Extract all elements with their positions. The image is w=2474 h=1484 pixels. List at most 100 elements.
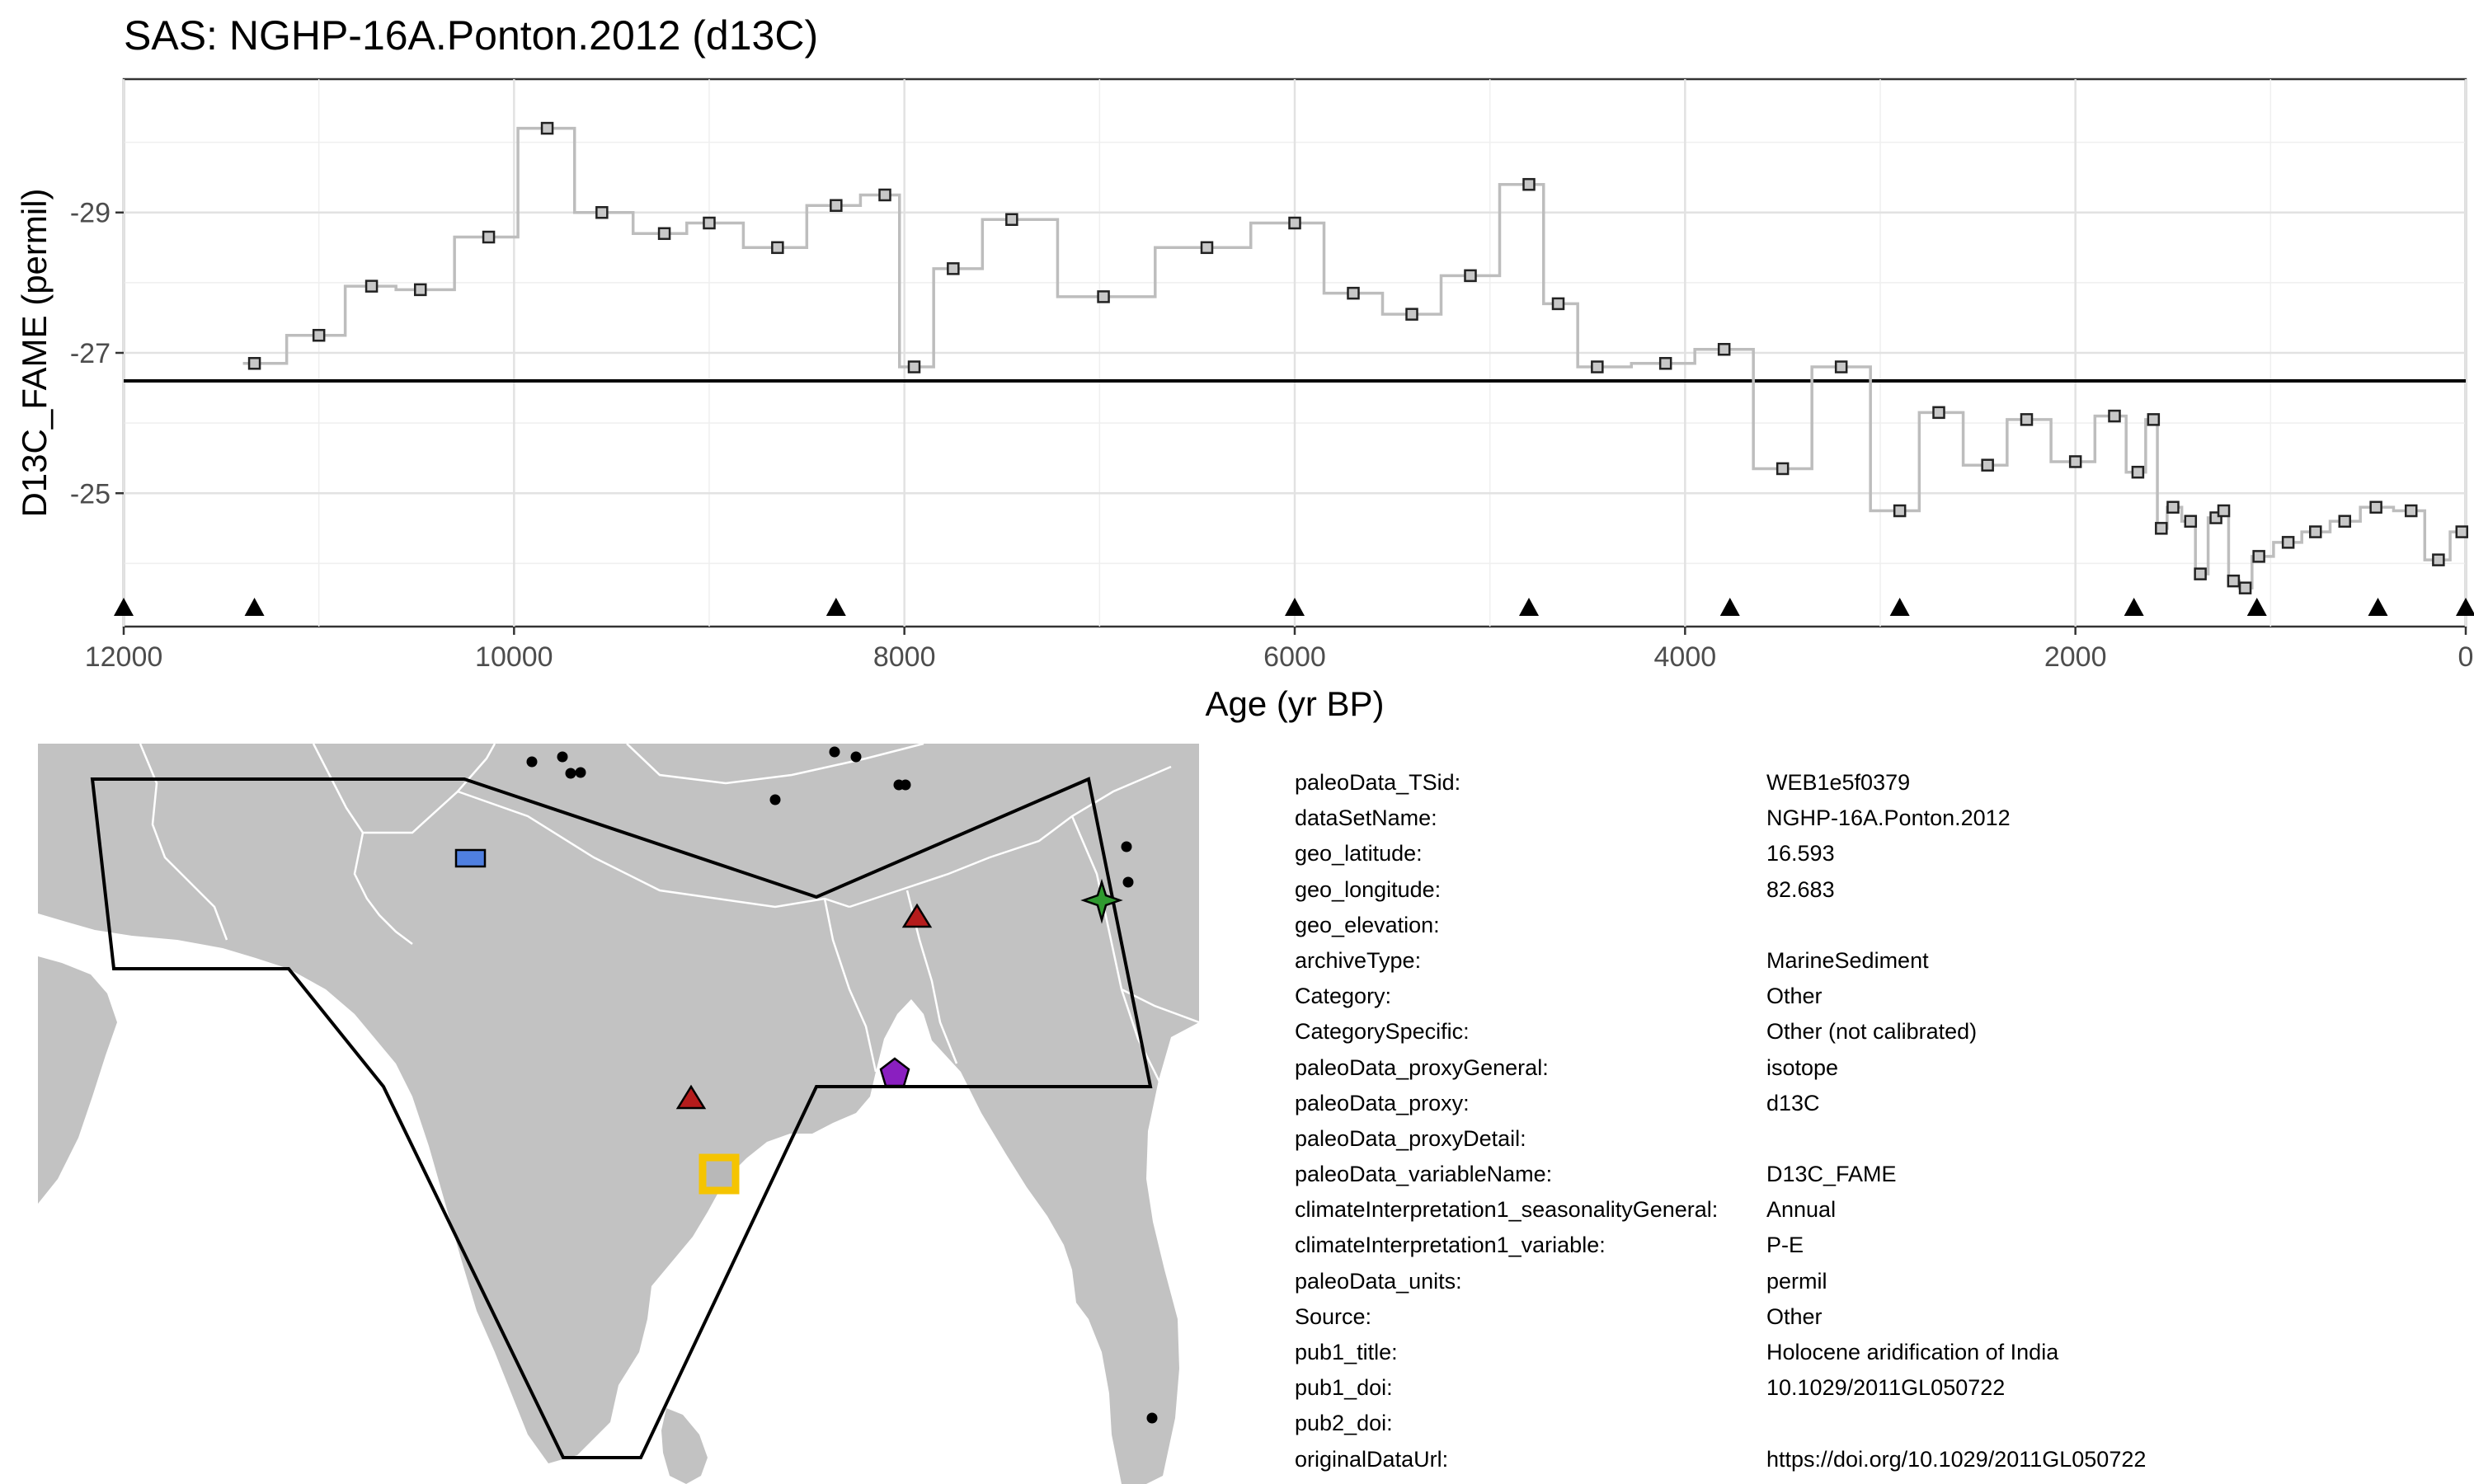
triangle-marker [244,598,265,616]
metadata-row: paleoData_proxyDetail: [1295,1121,2466,1157]
data-point [1200,241,1214,255]
x-tick-label: 2000 [2044,641,2107,673]
data-point [2238,581,2252,594]
data-point [482,230,496,244]
data-point [2147,413,2161,426]
metadata-key: paleoData_units: [1295,1268,1462,1294]
metadata-key: climateInterpretation1_seasonalityGenera… [1295,1197,1719,1223]
metadata-value: WEB1e5f0379 [1766,770,1911,795]
metadata-value: Other [1766,984,1823,1009]
metadata-row: dataSetName: NGHP-16A.Ponton.2012 [1295,801,2466,836]
data-point [2108,409,2121,423]
metadata-key: paleoData_proxy: [1295,1090,1470,1115]
metadata-row: paleoData_proxy: d13C [1295,1086,2466,1121]
data-point [947,262,960,275]
y-tick-label: -29 [70,198,111,229]
metadata-value: Holocene aridification of India [1766,1340,2059,1364]
data-point [2338,514,2352,528]
location-map [38,744,1199,1484]
data-point [540,121,554,135]
data-point [703,216,716,230]
site-marker-star [1080,878,1123,924]
metadata-key: paleoData_variableName: [1295,1162,1553,1187]
triangle-markers [114,598,2474,616]
triangle-marker [1719,598,1740,616]
data-point [2309,525,2322,538]
data-point [1551,297,1565,311]
data-point [1658,357,1672,370]
data-point [2155,522,2168,535]
metadata-row: archiveType: MarineSediment [1295,943,2466,979]
data-point [312,328,326,342]
metadata-key: paleoData_proxyGeneral: [1295,1054,1549,1080]
data-point [2432,553,2445,566]
metadata-row: CategorySpecific: Other (not calibrated) [1295,1014,2466,1050]
metadata-key: pub1_doi: [1295,1375,1393,1401]
metadata-key: geo_longitude: [1295,876,1442,902]
metadata-value: D13C_FAME [1766,1162,1897,1187]
y-tick-label: -25 [70,478,111,510]
y-axis-ticks: -29 -27 -25 [70,198,124,510]
metadata-key: geo_latitude: [1295,841,1423,866]
site-marker-rectangle [454,848,487,868]
data-point [2281,536,2295,549]
metadata-row: paleoData_variableName: D13C_FAME [1295,1157,2466,1192]
data-point [2068,455,2082,468]
data-point [1347,286,1360,300]
data-point [247,357,261,370]
data-point [2404,504,2418,518]
data-point [2020,413,2034,426]
metadata-key: archiveType: [1295,947,1422,973]
x-axis-title: Age (yr BP) [1205,684,1384,723]
data-point [1097,290,1110,303]
triangle-marker [2368,598,2388,616]
data-point [657,227,671,241]
data-point [1717,342,1731,356]
metadata-row: paleoData_units: permil [1295,1264,2466,1299]
metadata-table: paleoData_TSid: WEB1e5f0379 dataSetName: NG… [1295,765,2466,1477]
x-tick-label: 12000 [85,641,163,673]
metadata-value: NGHP-16A.Ponton.2012 [1766,805,2011,831]
metadata-value: d13C [1766,1090,1820,1115]
data-point [878,188,891,202]
data-point [1288,216,1301,230]
x-axis-ticks: 12000 10000 8000 6000 4000 2000 0 [85,627,2473,673]
data-point [1005,213,1018,227]
site-marker-triangle-central [675,1084,707,1110]
triangle-marker [114,598,134,616]
triangle-marker [1285,598,1305,616]
data-point [2369,500,2382,514]
metadata-value: MarineSediment [1766,947,1929,973]
metadata-key: geo_elevation: [1295,912,1440,937]
data-point [1464,269,1477,283]
x-tick-label: 10000 [475,641,553,673]
data-point [595,205,609,219]
data-point [830,199,843,212]
highlighted-site-marker [698,1153,740,1195]
metadata-key: climateInterpretation1_variable: [1295,1233,1606,1258]
y-axis-title: D13C_FAME (permil) [15,188,54,517]
data-point [1405,308,1418,321]
site-marker-triangle-north [901,903,933,928]
metadata-row: pub1_doi: 10.1029/2011GL050722 [1295,1370,2466,1406]
data-point [2131,465,2145,479]
metadata-row: originalDataUrl: https://doi.org/10.1029/… [1295,1442,2466,1477]
metadata-key: paleoData_TSid: [1295,770,1461,795]
map-land-srilanka [661,1408,708,1484]
data-point [1932,406,1945,420]
metadata-key: Category: [1295,984,1392,1009]
metadata-value: Annual [1766,1197,1837,1223]
data-point [2217,504,2231,518]
data-point [365,279,379,293]
map-land-asia [38,744,1199,1484]
data-point [907,360,921,373]
metadata-value: 16.593 [1766,841,1835,866]
data-point [771,241,784,255]
metadata-row: Category: Other [1295,979,2466,1014]
metadata-value: Other (not calibrated) [1766,1019,1978,1045]
metadata-row: pub1_title: Holocene aridification of Ind… [1295,1335,2466,1370]
metadata-value: 82.683 [1766,876,1835,902]
data-point [1522,177,1536,191]
metadata-value: P-E [1766,1233,1804,1258]
